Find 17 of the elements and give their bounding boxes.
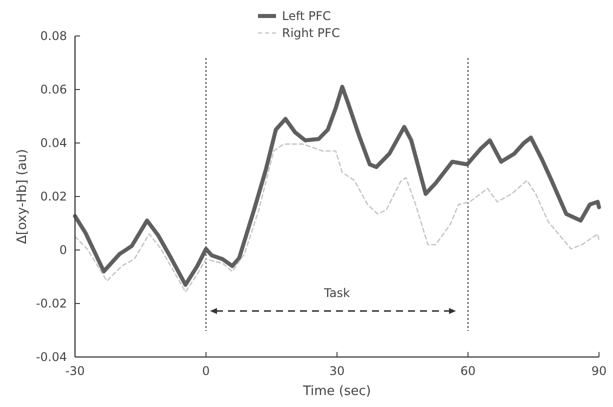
x-tick-label: 30: [329, 364, 345, 378]
y-tick-label: 0.06: [40, 82, 67, 97]
y-tick-label: 0.04: [40, 136, 67, 150]
annotation: Task: [323, 286, 350, 300]
y-tick-label: 0: [59, 243, 67, 258]
x-tick-label: -30: [65, 364, 85, 378]
y-tick-label: 0.02: [40, 190, 67, 204]
x-tick-label: 0: [202, 364, 210, 378]
x-tick-label: 60: [460, 364, 476, 378]
x-tick-label: 90: [591, 364, 607, 378]
x-axis-title: Time (sec): [302, 384, 372, 399]
y-tick-label: -0.04: [36, 350, 67, 364]
y-tick-label: 0.08: [40, 29, 67, 44]
y-axis-title: Δ[oxy-Hb] (au): [15, 149, 30, 244]
y-tick-label: -0.02: [36, 296, 67, 311]
legend-label: Right PFC: [282, 26, 340, 40]
legend-label: Left PFC: [282, 9, 331, 24]
